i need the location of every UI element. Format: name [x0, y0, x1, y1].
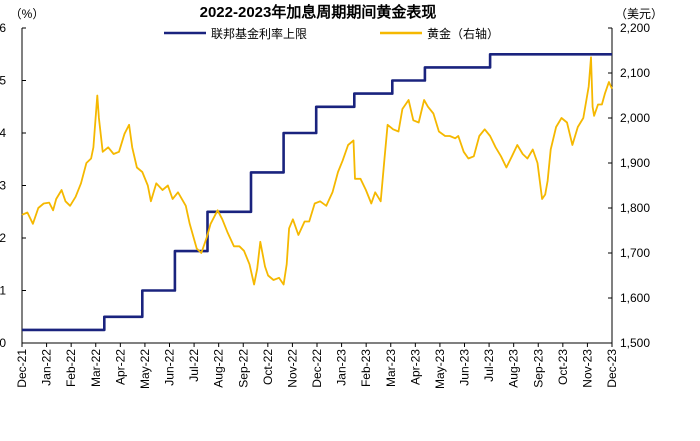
right-tick-label: 1,600: [620, 291, 650, 305]
left-tick-label: 2: [0, 231, 6, 245]
x-tick-label: May-23: [433, 349, 447, 389]
x-tick-label: Sep-22: [236, 349, 250, 388]
left-tick-label: 1: [0, 284, 6, 298]
left-tick-label: 6: [0, 21, 6, 35]
x-tick-label: Sep-23: [531, 349, 545, 388]
right-tick-label: 1,900: [620, 156, 650, 170]
legend-label-gold: 黄金（右轴）: [427, 26, 499, 41]
x-tick-label: Aug-22: [212, 349, 226, 388]
left-axis-unit: （%）: [10, 7, 45, 21]
x-tick-label: Dec-22: [310, 349, 324, 388]
x-tick-label: Feb-23: [359, 349, 373, 387]
x-tick-label: Jun-23: [458, 349, 472, 386]
x-tick-label: Nov-22: [285, 349, 299, 388]
x-tick-label: May-22: [138, 349, 152, 389]
left-tick-label: 3: [0, 179, 6, 193]
right-tick-label: 1,500: [620, 336, 650, 350]
right-tick-label: 2,000: [620, 111, 650, 125]
x-tick-label: Mar-22: [89, 349, 103, 387]
x-tick-label: Oct-22: [261, 349, 275, 385]
x-tick-label: Apr-23: [408, 349, 422, 385]
x-tick-label: Aug-23: [507, 349, 521, 388]
right-tick-label: 2,100: [620, 66, 650, 80]
plot-area: [21, 53, 613, 332]
series-line-gold: [21, 56, 613, 286]
series-line-fed-rate: [22, 53, 612, 332]
left-tick-label: 0: [0, 336, 6, 350]
x-tick-label: Jan-22: [40, 349, 54, 386]
right-tick-label: 1,800: [620, 201, 650, 215]
x-tick-label: Dec-23: [605, 349, 619, 388]
x-tick-label: Jul-22: [187, 349, 201, 382]
legend: 联邦基金利率上限 黄金（右轴）: [164, 26, 499, 41]
right-tick-label: 2,200: [620, 21, 650, 35]
x-tick-label: Dec-21: [15, 349, 29, 388]
chart-title: 2022-2023年加息周期期间黄金表现: [200, 3, 437, 21]
x-tick-label: Jan-23: [335, 349, 349, 386]
axes: 0 1 2 3 4 5 6 1,500 1,600 1,700 1,800 1,900 2,000 2,1…: [0, 21, 650, 389]
x-tick-label: Feb-22: [64, 349, 78, 387]
left-tick-label: 4: [0, 126, 6, 140]
right-axis-unit: （美元）: [615, 7, 663, 21]
x-tick-label: Oct-23: [556, 349, 570, 385]
right-tick-label: 1,700: [620, 246, 650, 260]
x-tick-label: Jun-22: [163, 349, 177, 386]
x-tick-label: Jul-23: [482, 349, 496, 382]
x-tick-label: Apr-22: [113, 349, 127, 385]
left-tick-label: 5: [0, 74, 6, 88]
legend-label-fed-rate: 联邦基金利率上限: [211, 26, 307, 41]
x-tick-label: Nov-23: [580, 349, 594, 388]
x-tick-label: Mar-23: [384, 349, 398, 387]
